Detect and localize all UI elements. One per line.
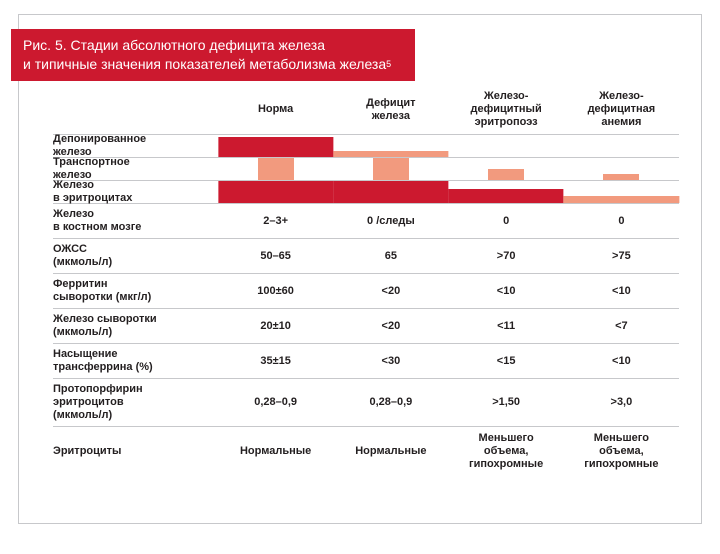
- diagram-cell: [564, 181, 679, 203]
- row-label: Насыщение трансферрина (%): [53, 344, 218, 378]
- table-row: Насыщение трансферрина (%)35±15<30<15<10: [53, 344, 679, 378]
- header-label-blank: [53, 85, 218, 134]
- bar: [564, 196, 679, 203]
- value-cell: 0,28–0,9: [218, 379, 333, 426]
- col-header-3: Железо- дефицитная анемия: [564, 85, 679, 134]
- col-header-2: Железо- дефицитный эритропоэз: [449, 85, 564, 134]
- bar: [333, 151, 448, 157]
- value-cell: <20: [333, 309, 448, 343]
- value-cell: >1,50: [449, 379, 564, 426]
- value-cell: 35±15: [218, 344, 333, 378]
- diagram-cell: [333, 158, 448, 180]
- diagram-cell: [218, 158, 333, 180]
- row-label: Железо сыворотки (мкмоль/л): [53, 309, 218, 343]
- bar: [603, 174, 639, 180]
- diagram-cell: [218, 135, 333, 157]
- table-row: Железо в костном мозге2–3+0 /следы00: [53, 204, 679, 238]
- value-cell: 65: [333, 239, 448, 273]
- table-row: ЭритроцитыНормальныеНормальныеМеньшего о…: [53, 427, 679, 476]
- diagram-row: Железо в эритроцитах: [53, 181, 679, 203]
- value-cell: >70: [449, 239, 564, 273]
- diagram-row-label: Железо в эритроцитах: [53, 181, 218, 203]
- table-row: Железо сыворотки (мкмоль/л)20±10<20<11<7: [53, 309, 679, 343]
- value-cell: Меньшего объема, гипохромные: [449, 427, 564, 476]
- bar: [218, 137, 333, 157]
- value-cell: Нормальные: [333, 427, 448, 476]
- row-label: Ферритин сыворотки (мкг/л): [53, 274, 218, 308]
- value-cell: <11: [449, 309, 564, 343]
- table-header: Норма Дефицит железа Железо- дефицитный …: [53, 85, 679, 134]
- bar: [488, 169, 524, 180]
- diagram-cell: [564, 158, 679, 180]
- diagram-row-label: Транспортное железо: [53, 158, 218, 180]
- diagram-row: Транспортное железо: [53, 158, 679, 180]
- diagram-cell: [333, 181, 448, 203]
- value-cell: <30: [333, 344, 448, 378]
- row-label: Протопорфирин эритроцитов (мкмоль/л): [53, 379, 218, 426]
- figure-title: Рис. 5. Стадии абсолютного дефицита желе…: [11, 29, 415, 81]
- value-cell: 2–3+: [218, 204, 333, 238]
- bar: [449, 189, 564, 203]
- value-cell: 0 /следы: [333, 204, 448, 238]
- bar: [258, 158, 294, 180]
- diagram-cell: [564, 135, 679, 157]
- diagram-cell: [449, 135, 564, 157]
- row-label: Железо в костном мозге: [53, 204, 218, 238]
- diagram-cell: [449, 158, 564, 180]
- value-cell: <20: [333, 274, 448, 308]
- table-row: Протопорфирин эритроцитов (мкмоль/л)0,28…: [53, 379, 679, 426]
- value-cell: <10: [564, 344, 679, 378]
- table-row: ОЖСС (мкмоль/л)50–6565>70>75: [53, 239, 679, 273]
- value-cell: >75: [564, 239, 679, 273]
- title-line1: Рис. 5. Стадии абсолютного дефицита желе…: [23, 37, 325, 53]
- value-cell: <10: [449, 274, 564, 308]
- bar: [218, 181, 333, 203]
- value-cell: 50–65: [218, 239, 333, 273]
- diagram-cell: [333, 135, 448, 157]
- value-cell: 0: [564, 204, 679, 238]
- bar: [333, 181, 448, 203]
- value-cell: <15: [449, 344, 564, 378]
- value-cell: 20±10: [218, 309, 333, 343]
- col-header-1: Дефицит железа: [333, 85, 448, 134]
- diagram-row: Депонированное железо: [53, 135, 679, 157]
- value-cell: Меньшего объема, гипохромные: [564, 427, 679, 476]
- diagram-row-label: Депонированное железо: [53, 135, 218, 157]
- value-cell: 0,28–0,9: [333, 379, 448, 426]
- title-sup: 5: [386, 59, 391, 69]
- row-label: Эритроциты: [53, 427, 218, 476]
- value-cell: Нормальные: [218, 427, 333, 476]
- col-header-0: Норма: [218, 85, 333, 134]
- row-label: ОЖСС (мкмоль/л): [53, 239, 218, 273]
- figure-frame: Рис. 5. Стадии абсолютного дефицита желе…: [18, 14, 702, 524]
- value-cell: >3,0: [564, 379, 679, 426]
- table-row: Ферритин сыворотки (мкг/л)100±60<20<10<1…: [53, 274, 679, 308]
- value-cell: <10: [564, 274, 679, 308]
- diagram-cell: [449, 181, 564, 203]
- stages-table: Норма Дефицит железа Железо- дефицитный …: [53, 85, 679, 476]
- value-cell: 100±60: [218, 274, 333, 308]
- value-cell: <7: [564, 309, 679, 343]
- bar: [373, 158, 409, 180]
- value-cell: 0: [449, 204, 564, 238]
- title-line2: и типичные значения показателей метаболи…: [23, 56, 386, 72]
- diagram-cell: [218, 181, 333, 203]
